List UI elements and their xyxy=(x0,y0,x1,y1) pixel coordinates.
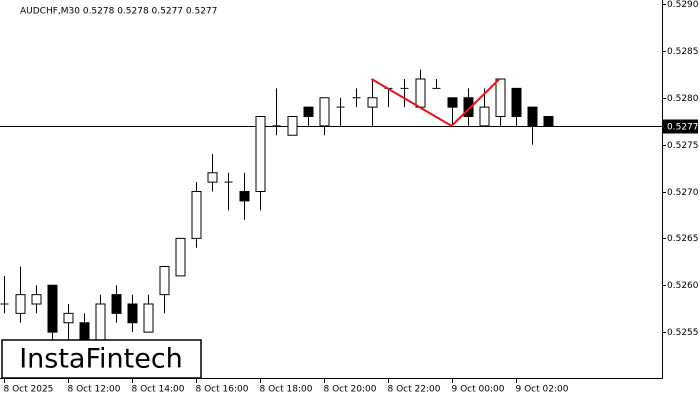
logo: InstaFintech xyxy=(19,344,183,375)
candle-body xyxy=(15,294,26,314)
candle-body xyxy=(479,106,490,127)
y-tick-label: 0.5280 xyxy=(667,94,699,104)
candle-body xyxy=(303,106,314,117)
candle-body xyxy=(79,322,90,342)
pattern-line xyxy=(450,78,501,127)
candle-body xyxy=(207,172,218,183)
candle-body xyxy=(63,312,74,324)
y-tick-label: 0.5265 xyxy=(667,234,699,244)
candle-body xyxy=(47,284,58,333)
candle-body xyxy=(319,97,330,127)
x-tick-label: 8 Oct 22:00 xyxy=(388,385,441,395)
candle-body xyxy=(255,116,266,192)
y-tick-label: 0.5290 xyxy=(667,0,699,10)
candle-body xyxy=(191,191,202,239)
x-tick-label: 8 Oct 14:00 xyxy=(132,385,185,395)
price-label-box xyxy=(663,119,698,134)
candle-body xyxy=(95,303,106,342)
candle-body xyxy=(175,237,186,277)
candle-body xyxy=(239,191,250,202)
x-tick-label: 8 Oct 16:00 xyxy=(196,385,249,395)
candle-body xyxy=(31,294,42,305)
candle-body xyxy=(367,97,378,108)
x-tick-label: 8 Oct 2025 xyxy=(4,385,54,395)
y-tick-label: 0.5285 xyxy=(667,47,699,57)
candle-body xyxy=(511,87,522,117)
candle-body xyxy=(463,97,474,117)
logo-box xyxy=(1,339,202,379)
x-tick-label: 8 Oct 12:00 xyxy=(68,385,121,395)
candle-body xyxy=(415,78,426,108)
candle-body xyxy=(111,294,122,314)
candle-body xyxy=(287,116,298,136)
x-tick-label: 8 Oct 20:00 xyxy=(324,385,377,395)
candle-body xyxy=(143,303,154,333)
price-label: 0.5277 xyxy=(667,123,699,133)
pattern-line xyxy=(370,78,453,127)
candle-body xyxy=(159,266,170,296)
x-tick-label: 8 Oct 18:00 xyxy=(260,385,313,395)
candle-body xyxy=(543,116,554,127)
chart-title: AUDCHF,M30 0.5278 0.5278 0.5277 0.5277 xyxy=(20,7,217,17)
candle-body xyxy=(495,78,506,117)
x-tick-label: 9 Oct 00:00 xyxy=(452,385,505,395)
y-tick-label: 0.5275 xyxy=(667,141,699,151)
candle-body xyxy=(447,97,458,108)
x-tick-label: 9 Oct 02:00 xyxy=(516,385,569,395)
y-tick-label: 0.5255 xyxy=(667,328,699,338)
candle-body xyxy=(527,106,538,127)
y-tick-label: 0.5260 xyxy=(667,281,699,291)
candle-body xyxy=(127,303,138,324)
y-tick-label: 0.5270 xyxy=(667,188,699,198)
